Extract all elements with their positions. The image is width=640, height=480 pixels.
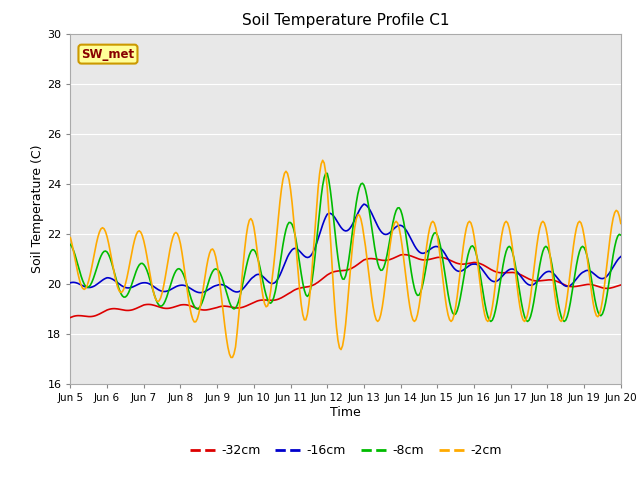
Title: Soil Temperature Profile C1: Soil Temperature Profile C1	[242, 13, 449, 28]
Text: SW_met: SW_met	[81, 48, 134, 60]
Legend: -32cm, -16cm, -8cm, -2cm: -32cm, -16cm, -8cm, -2cm	[185, 439, 506, 462]
X-axis label: Time: Time	[330, 406, 361, 419]
Y-axis label: Soil Temperature (C): Soil Temperature (C)	[31, 144, 44, 273]
